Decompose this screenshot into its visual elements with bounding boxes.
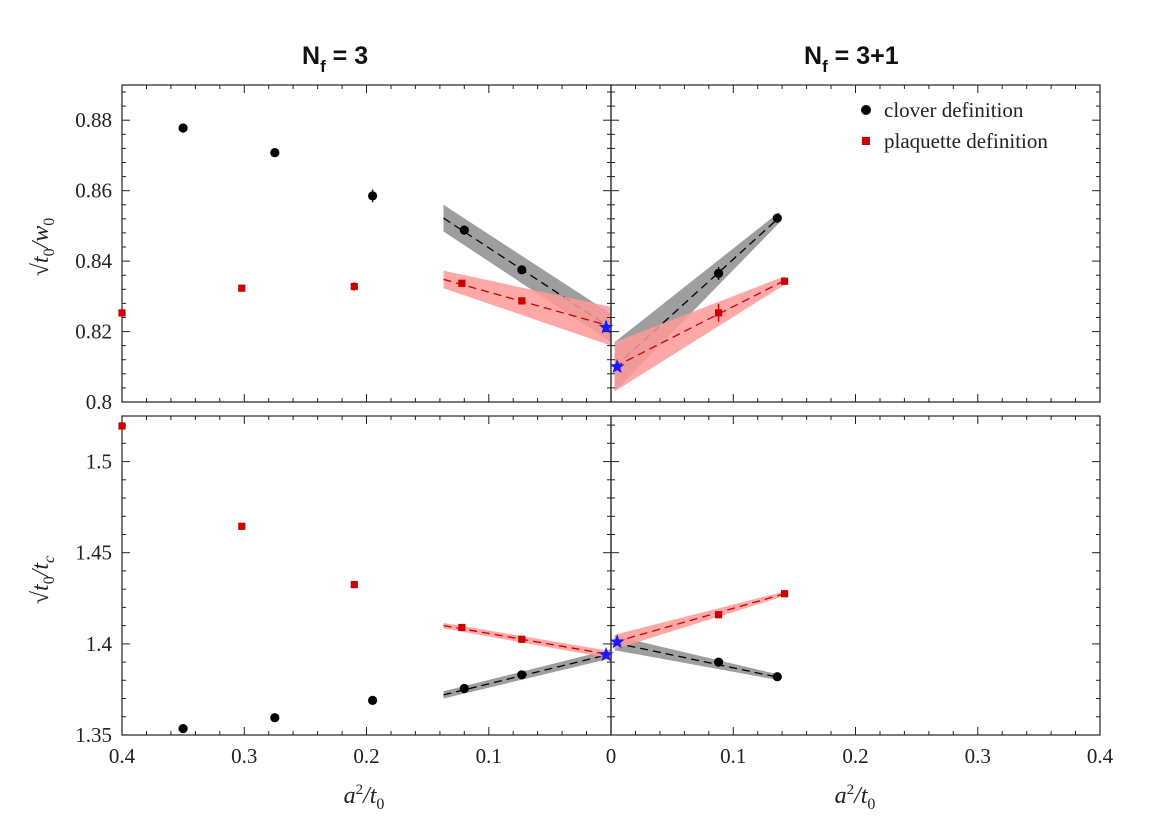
- bottom-left-clover-point: [459, 683, 469, 694]
- top-left-clover-point: [517, 265, 527, 275]
- bottom-right-clover-fit-line: [614, 642, 780, 679]
- top-left-plaquette-band: [443, 270, 611, 346]
- xtick-label-right: 0.1: [720, 744, 746, 768]
- xtick-label-left: 0.4: [109, 744, 136, 768]
- legend-clover-marker: [861, 105, 871, 115]
- bottom-left-frame: [121, 415, 612, 736]
- top-left-plaquette-point: [118, 309, 126, 317]
- bottom-left-clover-band: [443, 649, 611, 699]
- bottom-left-clover-point: [517, 670, 527, 680]
- xtick-label-left: 0: [606, 744, 617, 768]
- xtick-label-left: 0.3: [231, 744, 257, 768]
- bottom-right-frame: [610, 415, 1101, 736]
- svg-text:√t0/tc: √t0/tc: [28, 556, 58, 604]
- bottom-left-clover-point: [270, 713, 280, 723]
- bottom-right-plaquette-point: [781, 590, 789, 598]
- top-right-clover-point: [772, 213, 782, 223]
- top-ytick-label: 0.88: [75, 108, 112, 132]
- top-right-plaquette-point: [781, 277, 789, 285]
- title-left: Nf = 3: [302, 42, 368, 76]
- bottom-left-plaquette-point: [518, 635, 526, 643]
- xlabel-right: a2/t0: [835, 782, 876, 813]
- bottom-right-plaquette-fit-line: [614, 593, 785, 643]
- legend-plaquette-marker: [862, 137, 870, 145]
- bottom-ytick-label: 1.5: [86, 450, 112, 474]
- bottom-right-plaquette-point: [715, 611, 723, 619]
- xtick-label-right: 0.3: [965, 744, 991, 768]
- bottom-right-continuum-star: [609, 634, 625, 649]
- bottom-left-clover-fit-line: [443, 653, 612, 696]
- xtick-label-left: 0.1: [476, 744, 502, 768]
- bottom-right-plaquette-band: [614, 591, 785, 650]
- bottom-ytick-label: 1.4: [86, 632, 113, 656]
- xtick-label-left: 0.2: [353, 744, 379, 768]
- top-left-plaquette-point: [518, 297, 526, 305]
- top-left-clover-point: [368, 191, 378, 201]
- top-left-clover-point: [178, 123, 188, 133]
- bottom-ytick-label: 1.35: [75, 723, 112, 747]
- legend: clover definition plaquette definition: [861, 98, 1048, 153]
- top-right-continuum-star: [609, 358, 625, 374]
- top-right-plaquette-band: [614, 276, 785, 392]
- top-right-plaquette-fit-line: [614, 279, 785, 368]
- top-ytick-label: 0.8: [86, 390, 112, 414]
- xtick-label-right: 0.2: [842, 744, 868, 768]
- bottom-right-clover-band: [614, 635, 780, 681]
- bottom-left-plaquette-point: [238, 522, 246, 530]
- plot-area: 0.8 0.82 0.84 0.86 0.88 1.35 1.4 1.45 1.5 0.4 0.3 0…: [75, 84, 1114, 768]
- xtick-label-right: 0.4: [1087, 744, 1114, 768]
- title-right: Nf = 3+1: [804, 42, 899, 76]
- legend-clover-label: clover definition: [884, 98, 1024, 122]
- bottom-left-clover-point: [178, 724, 188, 734]
- top-left-clover-point: [270, 148, 280, 158]
- top-right-clover-fit-line: [614, 216, 781, 368]
- top-ytick-label: 0.84: [75, 249, 112, 273]
- bottom-left-plaquette-point: [350, 581, 358, 589]
- top-left-plaquette-point: [238, 284, 246, 292]
- bottom-ytick-label: 1.45: [75, 541, 112, 565]
- xlabel-left: a2/t0: [344, 782, 385, 813]
- bottom-left-plaquette-point: [458, 623, 466, 632]
- bottom-right-clover-point: [772, 672, 782, 682]
- top-left-continuum-star: [598, 319, 614, 334]
- top-left-plaquette-fit-line: [443, 278, 612, 327]
- top-left-frame: [121, 84, 612, 403]
- svg-text:√t0/w0: √t0/w0: [28, 218, 58, 277]
- top-left-clover-fit-line: [443, 217, 612, 329]
- bottom-left-plaquette-fit-line: [443, 624, 612, 656]
- bottom-right-clover-point: [714, 657, 724, 667]
- top-right-clover-point: [714, 268, 724, 278]
- top-left-plaquette-point: [458, 279, 466, 287]
- bottom-left-clover-point: [368, 695, 378, 706]
- bottom-left-plaquette-point: [118, 422, 126, 430]
- top-ytick-label: 0.82: [75, 320, 112, 344]
- top-right-plaquette-point: [715, 309, 723, 317]
- top-ytick-label: 0.86: [75, 179, 112, 203]
- top-left-plaquette-point: [350, 282, 358, 291]
- legend-plaquette-label: plaquette definition: [884, 129, 1048, 153]
- ylabel-top: √t0/w0: [28, 218, 58, 277]
- bottom-left-continuum-star: [598, 646, 614, 662]
- top-left-clover-point: [459, 225, 469, 235]
- ylabel-bottom: √t0/tc: [28, 556, 58, 604]
